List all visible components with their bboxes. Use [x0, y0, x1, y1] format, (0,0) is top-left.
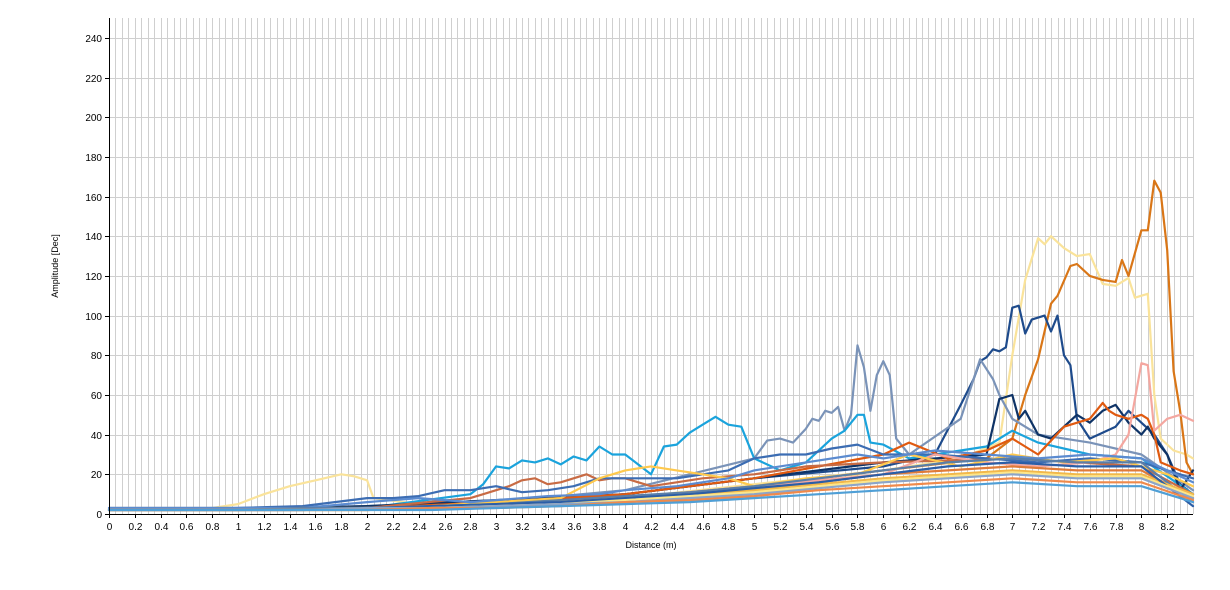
series-line-9 — [107, 443, 1195, 510]
x-tick-label: 7.4 — [1058, 522, 1072, 533]
series-line-7 — [107, 401, 1195, 512]
series-lines — [107, 179, 1195, 512]
x-tick-label: 2 — [365, 522, 371, 533]
x-axis-title: Distance (m) — [625, 540, 676, 550]
x-tick-label: 6.6 — [955, 522, 969, 533]
series-line-20 — [107, 481, 1195, 512]
x-tick-label: 6 — [881, 522, 887, 533]
x-tick-label: 8.2 — [1161, 522, 1175, 533]
x-tick-label: 5.4 — [800, 522, 814, 533]
series-line-14 — [107, 457, 1195, 512]
x-tick-label: 0.4 — [155, 522, 169, 533]
x-tick-label: 2.4 — [413, 522, 427, 533]
y-tick-label: 160 — [85, 193, 102, 204]
y-tick-label: 40 — [91, 431, 103, 442]
x-tick-label: 3.2 — [516, 522, 530, 533]
x-tick-label: 1.2 — [258, 522, 272, 533]
x-tick-label: 5 — [752, 522, 758, 533]
y-tick-label: 0 — [96, 510, 102, 521]
x-tick-label: 1.6 — [309, 522, 323, 533]
x-tick-label: 1.4 — [284, 522, 298, 533]
x-tick-label: 7 — [1010, 522, 1016, 533]
y-tick-label: 100 — [85, 312, 102, 323]
x-tick-label: 3 — [494, 522, 500, 533]
y-tick-labels: 0 20 40 60 80 100 120 140 160 180 200 220 240 — [85, 34, 102, 521]
y-tick-label: 80 — [91, 351, 103, 362]
x-tick-label: 7.2 — [1032, 522, 1046, 533]
series-line-3 — [107, 304, 1195, 512]
x-tick-label: 5.6 — [826, 522, 840, 533]
y-tick-label: 120 — [85, 272, 102, 283]
x-tick-label: 2.2 — [387, 522, 401, 533]
x-tick-label: 0 — [107, 522, 113, 533]
y-tick-label: 200 — [85, 113, 102, 124]
series-line-8 — [107, 457, 1195, 512]
y-tick-label: 220 — [85, 74, 102, 85]
x-tick-label: 4.8 — [722, 522, 736, 533]
x-tick-label: 5.2 — [774, 522, 788, 533]
y-tick-label: 60 — [91, 391, 103, 402]
x-tick-label: 6.8 — [981, 522, 995, 533]
x-tick-label: 6.4 — [929, 522, 943, 533]
y-tick-label: 20 — [91, 470, 103, 481]
x-tick-label: 3.6 — [568, 522, 582, 533]
x-tick-label: 2.8 — [464, 522, 478, 533]
series-line-1 — [107, 235, 1195, 510]
x-tick-labels: 0 0.2 0.4 0.6 0.8 1 1.2 1.4 1.6 1.8 2 2.2 2.4 2.6 2.8 3… — [107, 522, 1175, 533]
series-line-5 — [107, 413, 1195, 512]
x-tick-label: 3.8 — [593, 522, 607, 533]
x-tick-label: 2.6 — [439, 522, 453, 533]
x-tick-label: 4.2 — [645, 522, 659, 533]
x-tick-label: 7.6 — [1084, 522, 1098, 533]
x-tick-label: 4 — [623, 522, 629, 533]
x-tick-label: 3.4 — [542, 522, 556, 533]
y-tick-label: 180 — [85, 153, 102, 164]
x-tick-label: 8 — [1139, 522, 1145, 533]
x-tick-label: 4.6 — [697, 522, 711, 533]
y-tick-label: 140 — [85, 232, 102, 243]
x-tick-label: 0.2 — [129, 522, 143, 533]
x-tick-label: 1.8 — [335, 522, 349, 533]
x-tick-label: 5.8 — [851, 522, 865, 533]
x-tick-label: 7.8 — [1110, 522, 1124, 533]
y-axis-title: Amplitude [Dec] — [50, 234, 60, 298]
y-tick-label: 240 — [85, 34, 102, 45]
x-tick-label: 1 — [236, 522, 242, 533]
axes — [105, 18, 1193, 518]
x-tick-label: 0.8 — [206, 522, 220, 533]
x-tick-label: 0.6 — [180, 522, 194, 533]
series-line-12 — [107, 449, 1195, 510]
grid-lines — [109, 18, 1194, 515]
series-line-4 — [107, 344, 1195, 512]
x-tick-label: 6.2 — [903, 522, 917, 533]
x-tick-label: 4.4 — [671, 522, 685, 533]
